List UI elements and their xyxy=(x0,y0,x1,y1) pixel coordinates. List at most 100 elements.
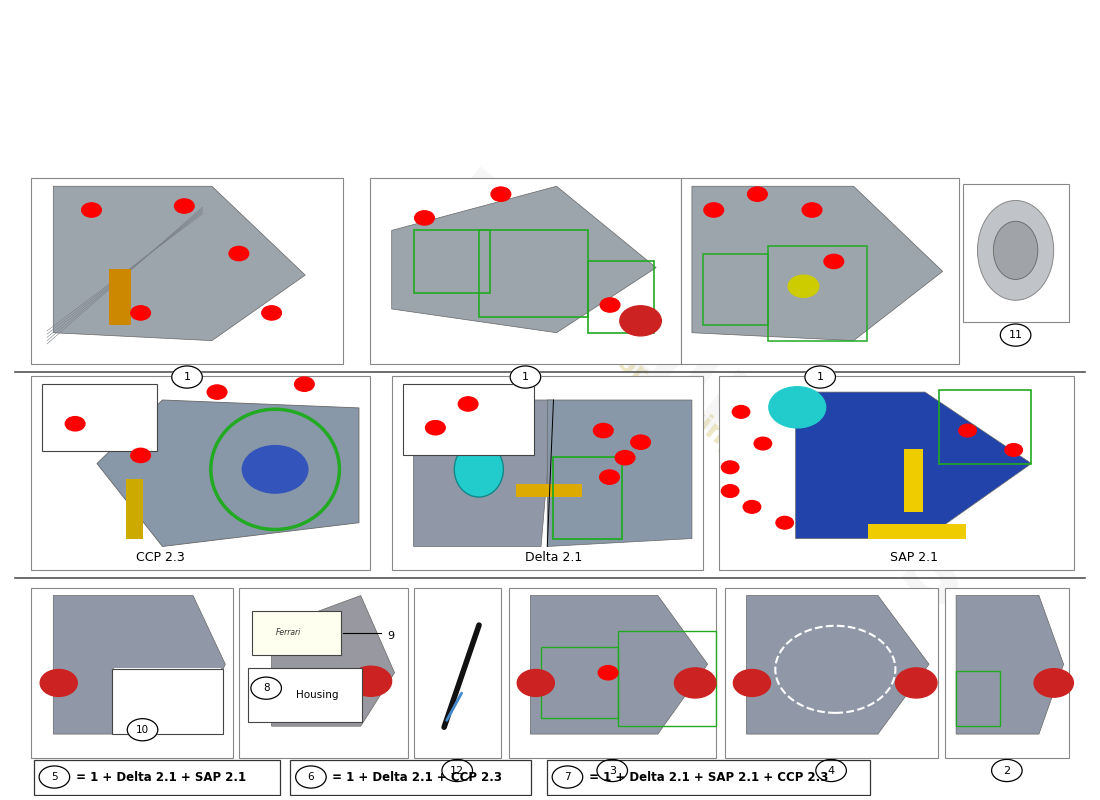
Circle shape xyxy=(40,766,69,788)
Text: = 1 + Delta 2.1 + CCP 2.3: = 1 + Delta 2.1 + CCP 2.3 xyxy=(329,771,503,784)
Ellipse shape xyxy=(993,222,1037,279)
Circle shape xyxy=(755,438,771,450)
Circle shape xyxy=(242,446,308,493)
Polygon shape xyxy=(795,392,1032,538)
Circle shape xyxy=(615,450,635,465)
Ellipse shape xyxy=(978,201,1054,300)
Polygon shape xyxy=(414,400,553,546)
Circle shape xyxy=(674,668,716,698)
Circle shape xyxy=(552,766,583,788)
Text: Housing: Housing xyxy=(296,690,339,700)
Polygon shape xyxy=(97,400,359,546)
Polygon shape xyxy=(747,595,930,734)
Circle shape xyxy=(295,377,315,391)
Circle shape xyxy=(350,666,392,696)
Bar xyxy=(32,588,233,758)
Circle shape xyxy=(81,203,101,217)
Bar xyxy=(126,479,143,538)
Bar xyxy=(414,230,490,293)
Circle shape xyxy=(598,666,618,680)
Circle shape xyxy=(769,386,826,428)
Text: 10: 10 xyxy=(136,725,150,734)
Circle shape xyxy=(131,448,151,462)
Polygon shape xyxy=(530,595,707,734)
Circle shape xyxy=(733,406,750,418)
Text: Ferrari: Ferrari xyxy=(275,628,300,638)
Bar xyxy=(47,388,152,447)
Circle shape xyxy=(1034,669,1074,697)
Bar xyxy=(768,246,867,341)
Circle shape xyxy=(229,246,249,261)
Bar xyxy=(553,457,621,538)
Circle shape xyxy=(459,397,477,411)
Bar xyxy=(114,668,221,730)
Bar xyxy=(719,376,1074,570)
Polygon shape xyxy=(692,186,943,341)
Bar xyxy=(725,588,937,758)
FancyBboxPatch shape xyxy=(34,760,280,795)
Bar xyxy=(618,631,716,726)
Bar xyxy=(112,670,223,734)
Circle shape xyxy=(296,766,327,788)
Bar xyxy=(703,254,768,325)
Circle shape xyxy=(251,677,282,699)
Bar xyxy=(945,588,1068,758)
Circle shape xyxy=(41,670,77,696)
Circle shape xyxy=(748,187,767,202)
Bar xyxy=(252,611,341,655)
Text: 1: 1 xyxy=(184,372,190,382)
Circle shape xyxy=(802,203,822,217)
Circle shape xyxy=(776,516,793,529)
Polygon shape xyxy=(956,595,1064,734)
Polygon shape xyxy=(548,400,692,546)
Text: BUGGIPARTS: BUGGIPARTS xyxy=(418,163,988,637)
Circle shape xyxy=(415,210,434,225)
Circle shape xyxy=(722,461,739,474)
Polygon shape xyxy=(53,186,305,341)
Bar xyxy=(392,376,703,570)
Bar xyxy=(516,484,582,497)
Circle shape xyxy=(959,424,977,437)
Polygon shape xyxy=(272,595,395,726)
Text: 3: 3 xyxy=(608,766,616,775)
Circle shape xyxy=(175,199,194,213)
Ellipse shape xyxy=(454,442,504,497)
Circle shape xyxy=(619,306,661,336)
Text: 8: 8 xyxy=(263,683,270,693)
Circle shape xyxy=(744,501,761,514)
Bar xyxy=(956,670,1000,726)
FancyBboxPatch shape xyxy=(290,760,531,795)
Bar xyxy=(403,384,534,455)
Bar xyxy=(962,184,1068,322)
Circle shape xyxy=(824,254,844,269)
Circle shape xyxy=(207,385,227,399)
Bar xyxy=(541,647,618,718)
Circle shape xyxy=(442,759,473,782)
Text: 7: 7 xyxy=(564,772,571,782)
Text: 1: 1 xyxy=(816,372,824,382)
Bar xyxy=(681,178,959,364)
Text: Delta 2.1: Delta 2.1 xyxy=(525,551,582,564)
Text: 1: 1 xyxy=(521,372,529,382)
Circle shape xyxy=(601,298,620,312)
Circle shape xyxy=(722,485,739,498)
Circle shape xyxy=(816,759,846,782)
Text: 2: 2 xyxy=(1003,766,1011,775)
Text: 4: 4 xyxy=(827,766,835,775)
FancyBboxPatch shape xyxy=(547,760,870,795)
Circle shape xyxy=(1000,324,1031,346)
Bar xyxy=(508,588,716,758)
Text: = 1 + Delta 2.1 + SAP 2.1 + CCP 2.3: = 1 + Delta 2.1 + SAP 2.1 + CCP 2.3 xyxy=(585,771,828,784)
Bar xyxy=(109,270,131,325)
Text: CCP 2.3: CCP 2.3 xyxy=(135,551,185,564)
Circle shape xyxy=(1005,444,1022,456)
Circle shape xyxy=(65,417,85,431)
Bar xyxy=(239,588,408,758)
Circle shape xyxy=(597,759,627,782)
Circle shape xyxy=(510,366,541,388)
Circle shape xyxy=(491,187,510,202)
Bar xyxy=(43,384,157,451)
Circle shape xyxy=(517,670,554,696)
Text: Passion for making since 1985: Passion for making since 1985 xyxy=(505,266,879,566)
Bar xyxy=(868,524,967,538)
